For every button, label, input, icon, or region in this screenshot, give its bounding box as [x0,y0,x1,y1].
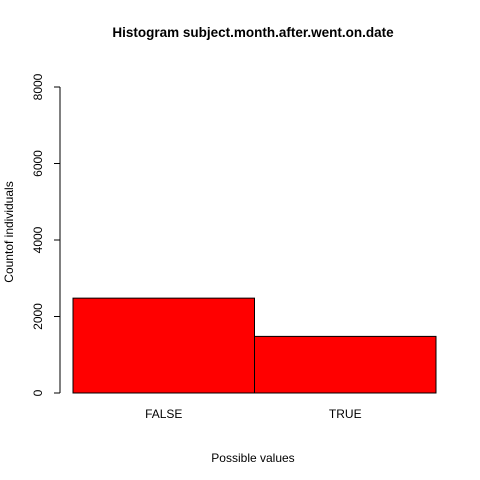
y-tick-label: 8000 [31,73,45,100]
chart-title: Histogram subject.month.after.went.on.da… [112,25,394,40]
bar-true [254,335,437,394]
y-axis-label: Countof individuals [2,181,16,282]
y-tick-label: 4000 [31,226,45,253]
y-tick-label: 0 [31,389,45,396]
y-tick-label: 6000 [31,150,45,177]
x-axis-labels: FALSE TRUE [145,407,362,421]
y-axis-ticks: 0 2000 4000 6000 8000 [31,73,60,396]
bars [72,297,437,394]
y-tick-label: 2000 [31,303,45,330]
x-tick-label-false: FALSE [145,407,182,421]
x-tick-label-true: TRUE [329,407,362,421]
x-axis-label: Possible values [211,451,294,465]
bar-false [72,297,255,394]
